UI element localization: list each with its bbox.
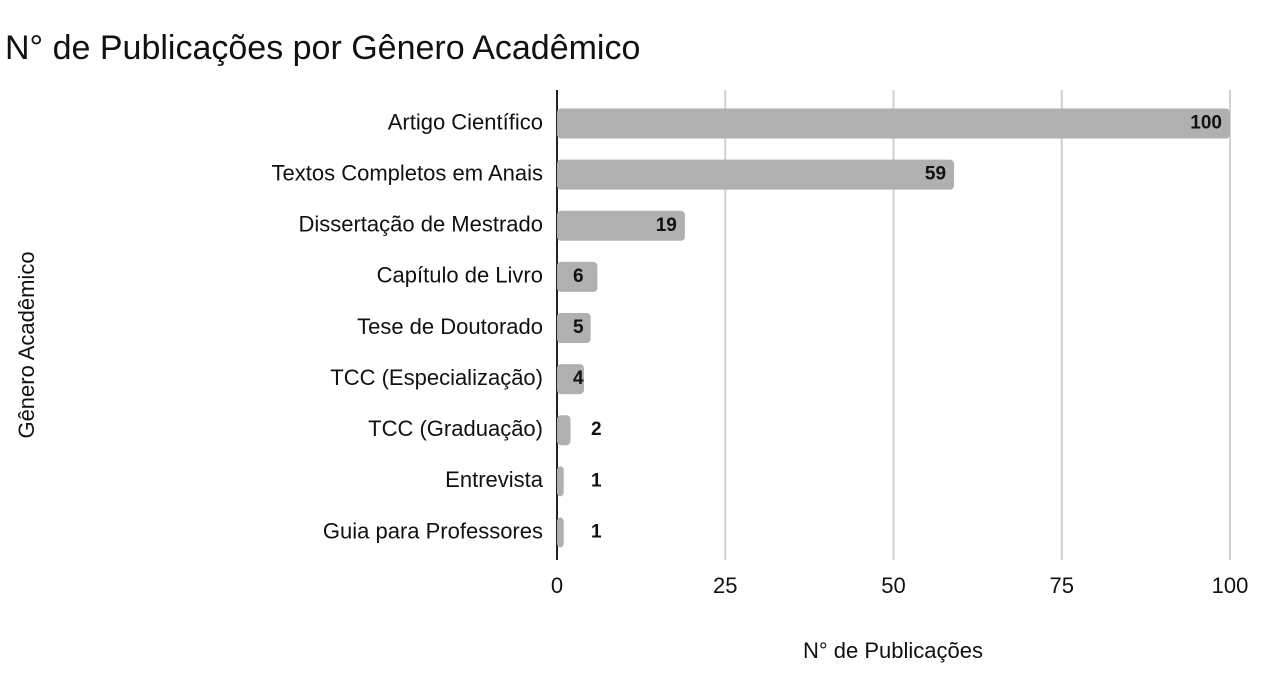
x-axis-title: N° de Publicações xyxy=(803,638,983,663)
value-label: 2 xyxy=(591,419,602,440)
y-tick-label: TCC (Especialização) xyxy=(330,365,543,390)
bar xyxy=(557,261,598,292)
y-tick-label: Guia para Professores xyxy=(323,518,543,543)
bar xyxy=(557,364,584,395)
bar xyxy=(557,415,571,446)
y-tick-label: TCC (Graduação) xyxy=(368,416,543,441)
bar xyxy=(557,108,1230,139)
x-tick-label: 25 xyxy=(713,573,737,598)
value-label: 100 xyxy=(1190,113,1222,134)
bar xyxy=(557,210,685,241)
x-tick-label: 0 xyxy=(551,573,563,598)
value-label: 59 xyxy=(925,164,946,185)
value-label: 4 xyxy=(573,368,584,389)
x-tick-label: 50 xyxy=(881,573,905,598)
bar xyxy=(557,517,564,548)
x-tick-label: 75 xyxy=(1050,573,1074,598)
y-tick-label: Entrevista xyxy=(445,467,544,492)
bar xyxy=(557,466,564,497)
y-axis-title: Gênero Acadêmico xyxy=(14,251,39,438)
bar xyxy=(557,313,591,343)
x-tick-label: 100 xyxy=(1212,573,1249,598)
y-tick-label: Artigo Científico xyxy=(388,109,543,134)
y-tick-label: Textos Completos em Anais xyxy=(272,160,543,185)
value-label: 6 xyxy=(573,266,584,287)
chart-title: N° de Publicações por Gênero Acadêmico xyxy=(5,29,640,67)
value-label: 1 xyxy=(591,470,602,491)
value-label: 1 xyxy=(591,521,602,542)
bar xyxy=(557,159,955,190)
y-tick-label: Dissertação de Mestrado xyxy=(298,212,543,237)
y-tick-label: Tese de Doutorado xyxy=(357,314,543,339)
y-tick-label: Capítulo de Livro xyxy=(377,263,543,288)
value-label: 19 xyxy=(656,215,677,236)
value-label: 5 xyxy=(573,317,584,338)
